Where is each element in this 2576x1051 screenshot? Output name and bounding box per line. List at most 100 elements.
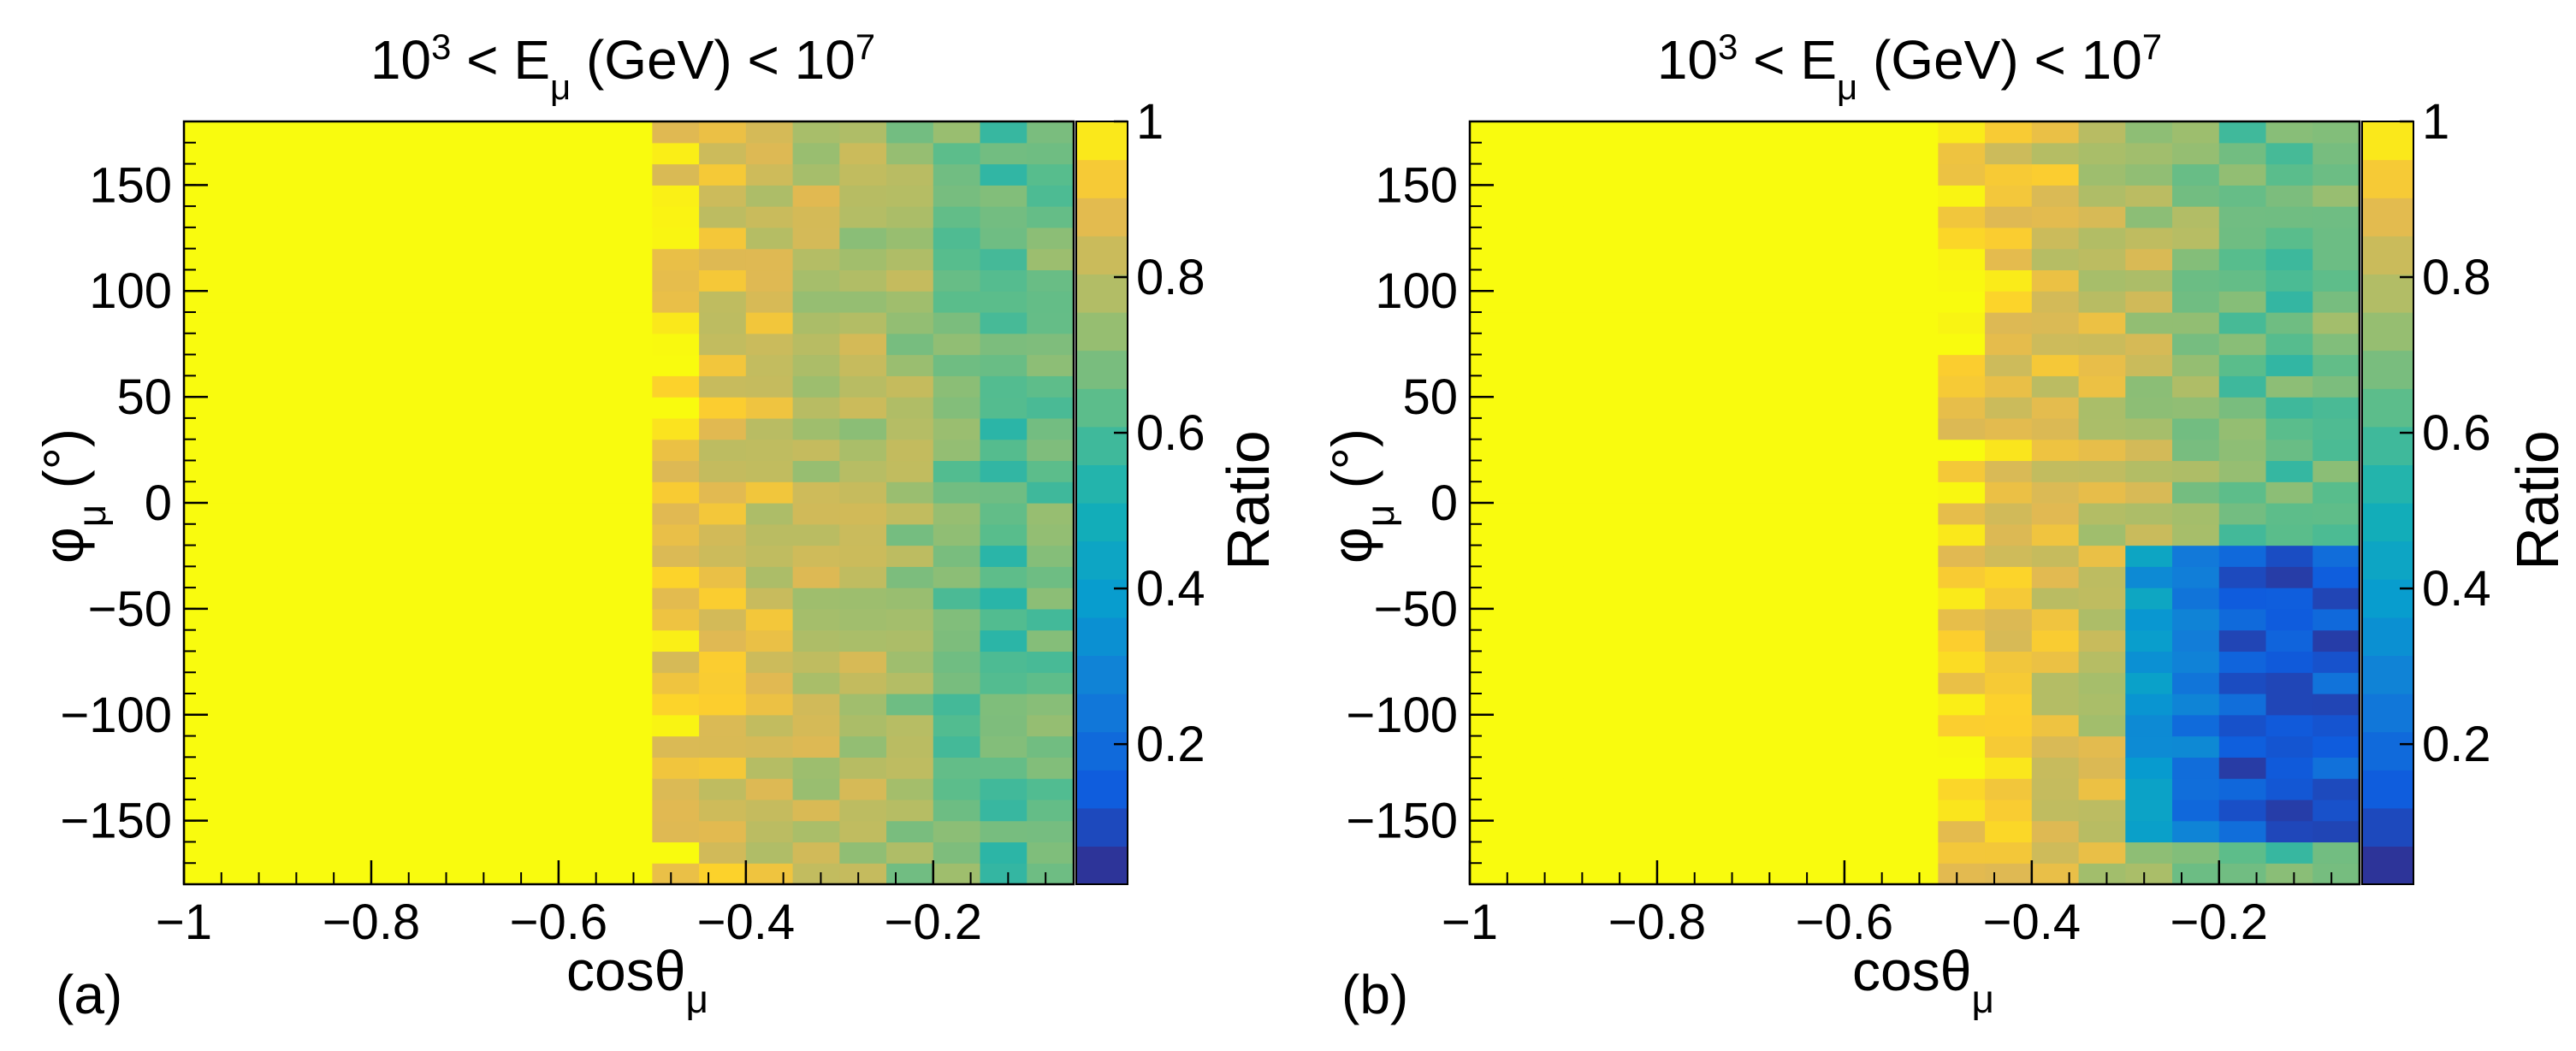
heatmap-cell bbox=[324, 841, 372, 864]
heatmap-cell bbox=[839, 291, 887, 313]
panel-a-x-axis-label: cosθμ bbox=[566, 939, 708, 1021]
heatmap-cell bbox=[652, 460, 700, 482]
heatmap-cell bbox=[230, 587, 279, 610]
heatmap-cell bbox=[652, 185, 700, 207]
heatmap-cell bbox=[2078, 206, 2126, 228]
heatmap-cell bbox=[1027, 206, 1075, 228]
heatmap-cell bbox=[2125, 163, 2173, 186]
heatmap-cell bbox=[1703, 142, 1752, 165]
heatmap-cell bbox=[1797, 185, 1845, 207]
heatmap-cell bbox=[2218, 206, 2267, 228]
heatmap-cell bbox=[933, 121, 981, 144]
heatmap-cell bbox=[465, 587, 512, 610]
heatmap-cell bbox=[1703, 291, 1752, 313]
heatmap-cell bbox=[1750, 629, 1798, 652]
heatmap-cell bbox=[699, 185, 747, 207]
heatmap-cell bbox=[2218, 694, 2267, 716]
heatmap-cell bbox=[699, 587, 747, 610]
heatmap-cell bbox=[277, 248, 325, 271]
heatmap-cell bbox=[2172, 714, 2220, 737]
heatmap-cell bbox=[1516, 481, 1565, 504]
heatmap-cell bbox=[1797, 503, 1845, 525]
heatmap-cell bbox=[1656, 629, 1705, 652]
heatmap-cell bbox=[1797, 333, 1845, 356]
heatmap-cell bbox=[1985, 799, 2033, 822]
heatmap-cell bbox=[370, 142, 419, 165]
heatmap-cell bbox=[465, 481, 512, 504]
heatmap-cell bbox=[2218, 460, 2267, 482]
heatmap-cell bbox=[465, 312, 512, 334]
heatmap-cell bbox=[558, 778, 607, 800]
colorbar-bin bbox=[2362, 121, 2413, 161]
heatmap-cell bbox=[1563, 672, 1611, 694]
heatmap-cell bbox=[1750, 735, 1798, 758]
heatmap-cell bbox=[2172, 566, 2220, 588]
heatmap-cell bbox=[2265, 206, 2313, 228]
heatmap-cell bbox=[1563, 863, 1611, 885]
heatmap-cell bbox=[1938, 142, 1986, 165]
heatmap-cell bbox=[1027, 694, 1075, 716]
heatmap-cell bbox=[184, 503, 232, 525]
heatmap-cell bbox=[1470, 460, 1518, 482]
colorbar-bin bbox=[1076, 198, 1128, 237]
heatmap-cell bbox=[1610, 672, 1658, 694]
heatmap-cell bbox=[980, 417, 1027, 440]
heatmap-cell bbox=[699, 121, 747, 144]
heatmap-cell bbox=[1985, 163, 2033, 186]
heatmap-cell bbox=[652, 333, 700, 356]
heatmap-cell bbox=[558, 375, 607, 398]
heatmap-cell bbox=[558, 185, 607, 207]
heatmap-cell bbox=[2078, 481, 2126, 504]
heatmap-cell bbox=[2078, 248, 2126, 271]
heatmap-cell bbox=[745, 121, 794, 144]
heatmap-cell bbox=[417, 269, 466, 292]
heatmap-cell bbox=[2265, 142, 2313, 165]
heatmap-cell bbox=[1656, 735, 1705, 758]
heatmap-cell bbox=[184, 841, 232, 864]
heatmap-cell bbox=[1797, 354, 1845, 376]
heatmap-cell bbox=[745, 778, 794, 800]
heatmap-cell bbox=[1703, 375, 1752, 398]
heatmap-cell bbox=[465, 523, 512, 546]
colorbar-bin bbox=[1076, 731, 1128, 771]
heatmap-cell bbox=[1470, 545, 1518, 567]
heatmap-cell bbox=[370, 375, 419, 398]
heatmap-cell bbox=[1703, 757, 1752, 779]
heatmap-cell bbox=[1797, 121, 1845, 144]
heatmap-cell bbox=[1656, 863, 1705, 885]
heatmap-cell bbox=[745, 629, 794, 652]
heatmap-cell bbox=[1985, 714, 2033, 737]
heatmap-cell bbox=[1703, 248, 1752, 271]
heatmap-cell bbox=[2031, 566, 2080, 588]
heatmap-cell bbox=[1750, 206, 1798, 228]
heatmap-cell bbox=[1656, 820, 1705, 843]
heatmap-cell bbox=[980, 608, 1027, 631]
heatmap-cell bbox=[1656, 503, 1705, 525]
heatmap-cell bbox=[512, 248, 560, 271]
heatmap-cell bbox=[745, 503, 794, 525]
heatmap-cell bbox=[2031, 248, 2080, 271]
heatmap-cell bbox=[839, 481, 887, 504]
heatmap-cell bbox=[184, 523, 232, 546]
heatmap-cell bbox=[1891, 397, 1939, 419]
heatmap-cell bbox=[1563, 820, 1611, 843]
heatmap-cell bbox=[558, 397, 607, 419]
heatmap-cell bbox=[2218, 439, 2267, 462]
heatmap-cell bbox=[980, 735, 1027, 758]
heatmap-cell bbox=[933, 481, 981, 504]
heatmap-cell bbox=[933, 375, 981, 398]
heatmap-cell bbox=[324, 460, 372, 482]
heatmap-cell bbox=[370, 587, 419, 610]
heatmap-cell bbox=[512, 397, 560, 419]
panel-a-plot-area: −1 −0.8 −0.6 −0.4 −0.2 −150 −100 −50 0 50 100 150 bbox=[60, 120, 1075, 950]
heatmap-cell bbox=[2312, 694, 2360, 716]
heatmap-cell bbox=[230, 397, 279, 419]
heatmap-cell bbox=[417, 714, 466, 737]
heatmap-cell bbox=[1797, 694, 1845, 716]
heatmap-cell bbox=[277, 757, 325, 779]
heatmap-cell bbox=[1027, 248, 1075, 271]
heatmap-cell bbox=[2265, 312, 2313, 334]
heatmap-cell bbox=[1470, 566, 1518, 588]
heatmap-cell bbox=[512, 291, 560, 313]
heatmap-cell bbox=[980, 566, 1027, 588]
